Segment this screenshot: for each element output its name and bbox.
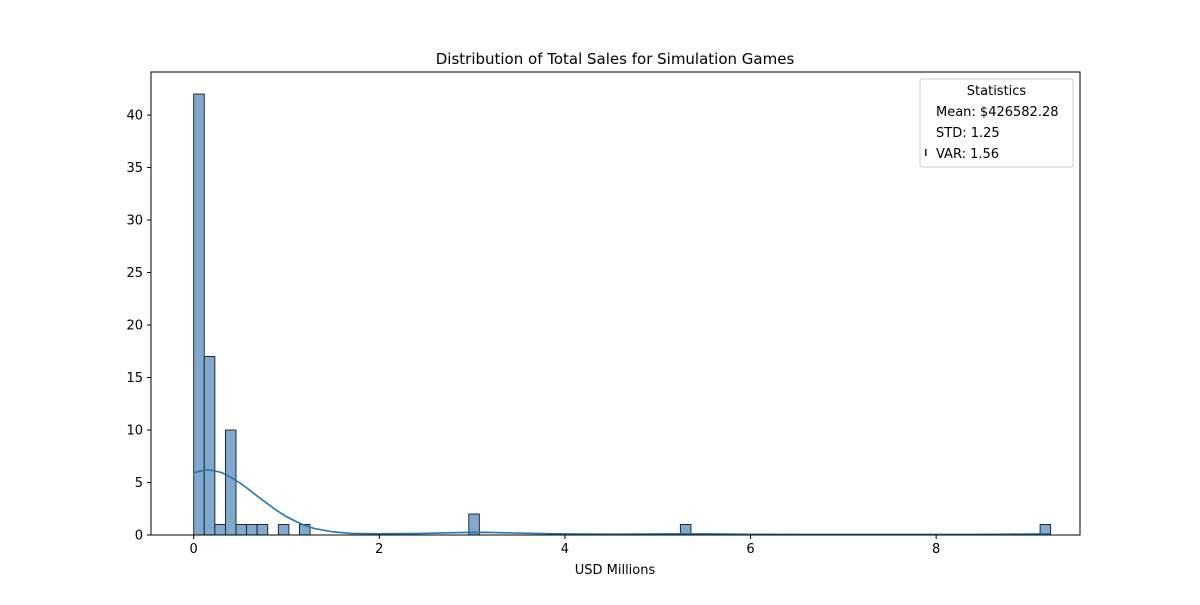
chart-title: Distribution of Total Sales for Simulati… <box>436 50 795 68</box>
x-axis-ticks: 0 2 4 6 8 <box>190 535 940 557</box>
legend-box <box>919 78 1074 168</box>
y-tick-label: 40 <box>126 109 143 124</box>
legend: Statistics Mean: $426582.28 STD: 1.25 VA… <box>919 78 1074 168</box>
x-tick-label: 4 <box>561 542 569 557</box>
y-tick-label: 25 <box>126 266 143 281</box>
x-tick-label: 2 <box>375 542 383 557</box>
legend-entry-mean: Mean: $426582.28 <box>936 105 1059 120</box>
y-tick-label: 20 <box>126 319 143 334</box>
histogram-bar-7 <box>277 524 290 536</box>
x-tick-label: 8 <box>932 542 940 557</box>
y-tick-label: 15 <box>126 371 143 386</box>
y-tick-label: 5 <box>135 476 143 491</box>
y-axis-ticks: 0 5 10 15 20 25 30 35 40 <box>126 109 151 544</box>
histogram-bar-2 <box>214 524 226 536</box>
x-tick-label: 6 <box>746 542 754 557</box>
plot-frame <box>150 71 1081 536</box>
y-tick-label: 0 <box>135 529 143 544</box>
kde-curve <box>193 469 1051 536</box>
histogram-bar-4 <box>235 524 248 536</box>
x-axis-label: USD Millions <box>575 563 656 578</box>
histogram-bar-0 <box>193 93 205 536</box>
histogram-bar-6 <box>256 524 269 536</box>
y-tick-label: 10 <box>126 424 143 439</box>
histogram-bar-1 <box>203 356 216 536</box>
legend-marker-var <box>925 149 927 156</box>
histogram-bar-5 <box>246 524 258 536</box>
x-tick-label: 0 <box>190 542 198 557</box>
legend-entry-var: VAR: 1.56 <box>936 147 999 162</box>
y-tick-label: 35 <box>126 161 143 176</box>
legend-entry-std: STD: 1.25 <box>936 126 1000 141</box>
histogram-bar-3 <box>224 429 237 536</box>
legend-title: Statistics <box>967 84 1027 99</box>
bars-layer <box>193 93 1052 536</box>
y-tick-label: 30 <box>126 214 143 229</box>
